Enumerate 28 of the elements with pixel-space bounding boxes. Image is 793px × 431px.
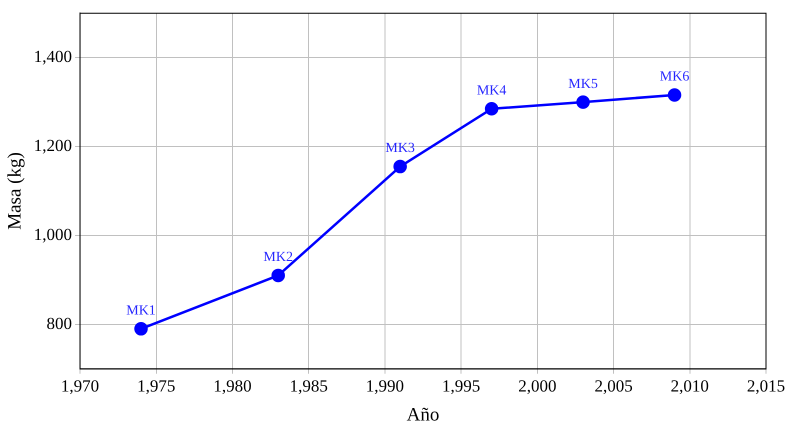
x-tick-label: 2,015 xyxy=(746,376,786,396)
x-tick-label: 2,010 xyxy=(670,376,709,396)
x-tick-label: 1,995 xyxy=(442,376,480,396)
x-tick-label: 2,005 xyxy=(594,376,633,396)
annotation: MK4 xyxy=(476,83,506,98)
point xyxy=(134,322,148,336)
y-axis-title: Masa (kg) xyxy=(4,152,26,230)
annotation: MK5 xyxy=(568,76,598,92)
annotation: MK2 xyxy=(263,250,293,266)
x-tick-label: 1,990 xyxy=(366,376,404,396)
point xyxy=(393,160,407,174)
x-tick-label: 1,970 xyxy=(60,376,100,396)
x-tick-label: 2,000 xyxy=(518,376,556,396)
x-tick-label: 1,975 xyxy=(137,376,176,396)
point xyxy=(668,88,682,102)
point xyxy=(271,268,285,282)
point xyxy=(484,102,498,116)
x-axis-title: Año xyxy=(406,404,440,426)
y-tick-label: 1,400 xyxy=(34,47,72,66)
annotation: MK6 xyxy=(660,70,690,85)
annotation: MK3 xyxy=(385,141,415,156)
y-tick-label: 1,200 xyxy=(34,136,72,156)
x-tick-label: 1,985 xyxy=(290,376,328,396)
x-tick-label: 1,980 xyxy=(213,376,252,396)
y-tick-label: 1,000 xyxy=(34,224,72,244)
y-tick-label: 800 xyxy=(46,314,72,333)
annotation: MK1 xyxy=(126,303,156,318)
point xyxy=(576,95,590,109)
